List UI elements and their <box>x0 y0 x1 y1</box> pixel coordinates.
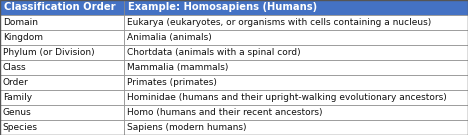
Bar <box>124 90 468 105</box>
Text: Class: Class <box>3 63 26 72</box>
Bar <box>0 105 124 120</box>
Bar <box>124 45 468 60</box>
Text: Domain: Domain <box>3 18 38 27</box>
Bar <box>0 15 124 30</box>
Text: Example: Homosapiens (Humans): Example: Homosapiens (Humans) <box>128 3 317 13</box>
Text: Sapiens (modern humans): Sapiens (modern humans) <box>127 123 246 132</box>
Text: Phylum (or Division): Phylum (or Division) <box>3 48 95 57</box>
Bar <box>124 75 468 90</box>
Text: Hominidae (humans and their upright-walking evolutionary ancestors): Hominidae (humans and their upright-walk… <box>127 93 446 102</box>
Text: Primates (primates): Primates (primates) <box>127 78 217 87</box>
Bar <box>124 15 468 30</box>
Text: Eukarya (eukaryotes, or organisms with cells containing a nucleus): Eukarya (eukaryotes, or organisms with c… <box>127 18 431 27</box>
Text: Mammalia (mammals): Mammalia (mammals) <box>127 63 228 72</box>
Bar <box>124 105 468 120</box>
Bar <box>0 60 124 75</box>
Text: Animalia (animals): Animalia (animals) <box>127 33 212 42</box>
Bar <box>0 45 124 60</box>
Bar <box>124 0 468 15</box>
Text: Genus: Genus <box>3 108 31 117</box>
Text: Classification Order: Classification Order <box>4 3 116 13</box>
Bar <box>0 120 124 135</box>
Bar <box>0 90 124 105</box>
Bar <box>0 30 124 45</box>
Text: Order: Order <box>3 78 29 87</box>
Bar <box>0 0 124 15</box>
Bar <box>124 30 468 45</box>
Bar <box>124 120 468 135</box>
Text: Family: Family <box>3 93 32 102</box>
Text: Chortdata (animals with a spinal cord): Chortdata (animals with a spinal cord) <box>127 48 300 57</box>
Text: Species: Species <box>3 123 38 132</box>
Bar <box>124 60 468 75</box>
Text: Homo (humans and their recent ancestors): Homo (humans and their recent ancestors) <box>127 108 322 117</box>
Bar <box>0 75 124 90</box>
Text: Kingdom: Kingdom <box>3 33 43 42</box>
